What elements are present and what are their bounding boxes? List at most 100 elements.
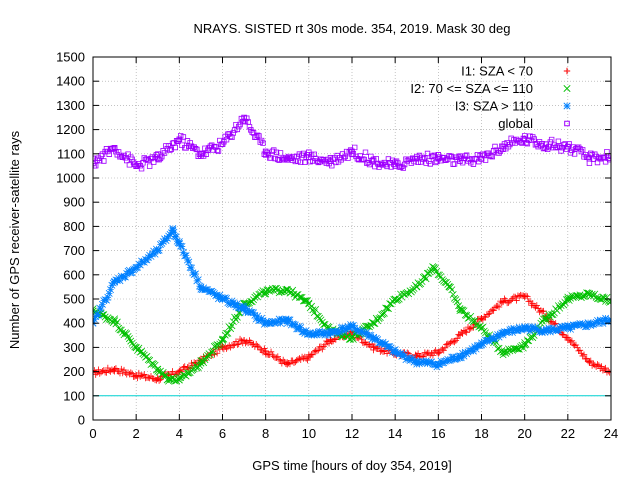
data-point [327,336,334,344]
data-point [370,158,377,164]
x-tick-label: 18 [474,426,488,441]
data-point [478,155,485,162]
data-point [391,348,399,356]
data-point [133,163,139,169]
data-point [521,341,529,349]
x-axis-label: GPS time [hours of doy 354, 2019] [252,458,451,473]
y-tick-label: 1500 [56,50,85,65]
data-point [305,330,313,338]
y-axis-label: Number of GPS receiver-satellite rays [7,130,22,349]
data-point [93,160,96,167]
data-point [391,295,399,303]
data-point [543,141,550,147]
legend-marker [563,67,571,75]
data-point [164,375,173,383]
data-point [111,317,119,325]
legend: I1: SZA < 70 I2: 70 <= SZA <= 110 I3: SZA … [410,64,571,131]
data-point [435,155,442,162]
y-tick-label: 1000 [56,171,85,186]
data-point [413,283,421,291]
data-point [370,334,378,342]
legend-label: I3: SZA > 110 [455,99,533,114]
data-point [542,314,550,322]
data-point [326,329,334,337]
series-2 [93,225,611,371]
x-tick-label: 22 [561,426,575,441]
y-tick-label: 600 [63,267,85,282]
y-tick-label: 800 [63,219,85,234]
data-point [565,143,571,150]
data-point [392,163,398,169]
y-tick-label: 200 [63,364,85,379]
data-point [240,336,248,344]
data-point [176,136,183,143]
data-point [499,298,507,305]
data-point [132,372,140,379]
x-tick-label: 0 [89,426,96,441]
data-point [370,319,378,327]
data-point [370,344,377,351]
data-point [585,290,593,298]
data-point [111,365,118,373]
y-tick-label: 300 [63,340,85,355]
y-tick-label: 1100 [57,146,85,161]
data-point [262,319,270,327]
x-tick-label: 4 [176,426,183,441]
data-point [327,158,334,164]
marker-cloud [93,225,611,371]
legend-label: global [498,116,533,131]
data-point [445,283,453,291]
data-point [93,307,97,315]
data-point [521,293,528,300]
legend-marker [564,120,570,127]
data-point [240,305,248,313]
data-point [218,295,227,303]
data-point [456,332,464,339]
marker-cloud [93,115,611,172]
data-point [564,295,572,303]
x-tick-label: 20 [517,426,531,441]
data-point [564,324,572,332]
x-tick-label: 12 [345,426,359,441]
data-point [241,114,247,121]
x-tick-label: 6 [219,426,226,441]
data-point [132,263,140,272]
data-point [499,329,507,337]
data-point [435,349,442,356]
data-point [477,341,486,349]
x-tick-label: 24 [604,426,618,441]
x-tick-label: 10 [302,426,316,441]
data-point [585,320,593,328]
data-point [262,288,270,296]
x-tick-label: 2 [133,426,140,441]
data-point [197,359,205,367]
data-point [564,334,572,341]
data-point [348,334,356,342]
y-tick-label: 0 [78,413,85,428]
data-point [154,375,161,383]
data-point [305,300,313,308]
x-tick-label: 16 [431,426,445,441]
data-point [132,343,140,351]
data-point [305,353,313,361]
data-point [478,315,485,322]
data-point [349,148,355,155]
data-point [284,361,291,368]
data-point [456,352,464,360]
data-point [521,324,529,332]
data-point [430,263,438,272]
y-tick-label: 400 [63,316,85,331]
data-point [608,153,611,160]
data-point [154,247,162,255]
y-tick-label: 700 [63,243,85,258]
data-point [413,358,421,366]
data-point [219,141,226,147]
data-point [521,136,528,143]
data-point [175,376,183,384]
x-tick-label: 8 [262,426,269,441]
data-point [500,143,506,150]
legend-label: I2: 70 <= SZA <= 110 [410,81,533,96]
data-point [586,155,593,162]
data-point [197,283,205,291]
